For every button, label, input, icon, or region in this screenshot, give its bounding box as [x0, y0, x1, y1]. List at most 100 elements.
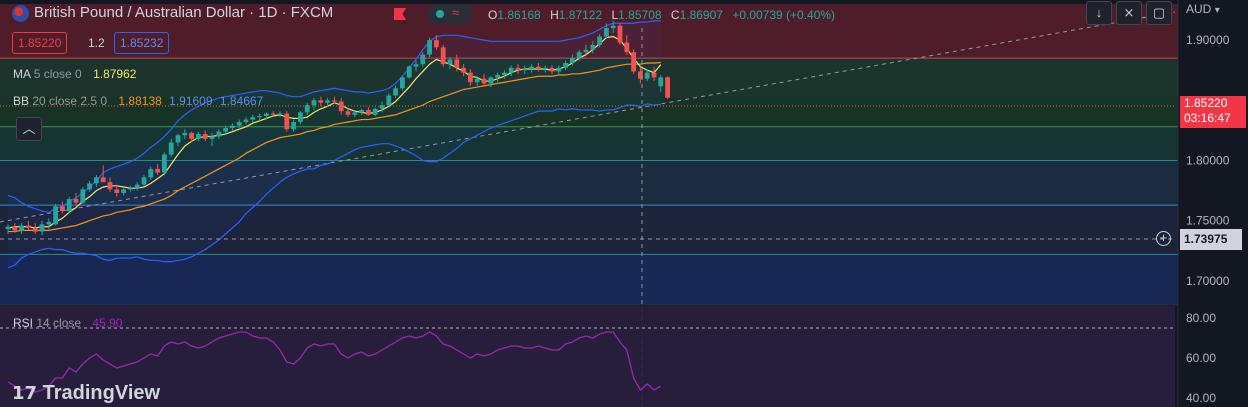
candle-body-47: [325, 100, 330, 103]
candle-body-68: [468, 72, 473, 83]
sell-button[interactable]: 1.85220: [12, 32, 68, 54]
countdown-timer: 03:16:47: [1184, 111, 1231, 125]
candle-body-96: [658, 77, 664, 87]
candle-body-76: [522, 69, 528, 71]
candle-body-87: [597, 36, 602, 45]
currency-selector[interactable]: AUD ▾: [1186, 2, 1220, 16]
candle-body-46: [318, 100, 324, 103]
rsi-legend[interactable]: RSI 14 close 45.90: [13, 316, 122, 330]
trendline[interactable]: [0, 11, 1176, 223]
candle-91: [624, 35, 630, 55]
ohlc-readout: O1.86168 H1.87122 L1.85708 C1.86907 +0.0…: [488, 8, 841, 22]
collapse-pane-button[interactable]: ⨯: [1116, 1, 1142, 25]
candle-body-63: [434, 40, 439, 48]
candle-body-37: [257, 115, 262, 118]
candle-27: [189, 131, 194, 143]
candle-63: [434, 35, 439, 50]
market-status-toggle[interactable]: ≈: [428, 4, 472, 24]
bb-label: BB: [13, 94, 30, 108]
candle-86: [590, 41, 596, 54]
close-value: 1.86907: [679, 8, 723, 22]
current-price-value: 1.85220: [1184, 96, 1228, 110]
candle-body-74: [508, 67, 514, 73]
candle-38: [264, 112, 269, 120]
bb-lower-value: 1.84667: [219, 94, 264, 108]
rsi-label: RSI: [13, 316, 34, 330]
candlesticks: [5, 20, 670, 236]
zone-band-6: [0, 254, 1178, 305]
candle-81: [556, 65, 562, 76]
ma-value: 1.87962: [93, 67, 137, 81]
candle-44: [304, 102, 310, 115]
candle-65: [447, 56, 453, 70]
candle-body-4: [32, 227, 38, 232]
candle-body-36: [250, 117, 256, 120]
candle-67: [461, 64, 466, 77]
candle-15: [107, 177, 113, 192]
symbol-title[interactable]: British Pound / Australian Dollar · 1D ·…: [34, 4, 334, 21]
maximize-button[interactable]: ▢: [1146, 1, 1172, 25]
candle-body-20: [141, 177, 147, 185]
candle-64: [440, 44, 446, 67]
change-value: +0.00739 (+0.40%): [732, 8, 836, 22]
candle-82: [563, 60, 568, 71]
candle-body-14: [100, 177, 106, 183]
horizontal-zone-bands: [0, 4, 1178, 305]
candle-84: [576, 49, 582, 61]
candle-43: [298, 111, 303, 125]
gbp-aud-flag-icon: [12, 5, 29, 22]
ma-legend[interactable]: MA 5 close 0 1.87962: [13, 67, 136, 81]
candle-body-70: [481, 78, 487, 84]
candle-70: [481, 73, 487, 86]
candle-68: [468, 69, 473, 86]
candle-71: [488, 76, 494, 88]
candle-96: [658, 74, 664, 92]
collapse-legend-button[interactable]: ︿: [16, 117, 42, 141]
candle-body-15: [107, 182, 113, 190]
bb-params: 20 close 2.5 0: [32, 94, 108, 108]
candle-body-33: [230, 125, 235, 129]
candle-body-97: [665, 77, 670, 98]
candle-body-43: [298, 112, 303, 122]
maximize-icon: ▢: [1152, 5, 1166, 20]
bollinger-bands: [7, 20, 661, 269]
candle-body-61: [420, 54, 426, 65]
candle-body-71: [488, 77, 494, 84]
candle-79: [542, 65, 548, 73]
zone-band-1: [0, 58, 1178, 98]
candle-39: [270, 111, 276, 118]
candle-0: [5, 224, 11, 234]
zone-band-3: [0, 126, 1178, 161]
market-open-dot-icon: [436, 10, 444, 18]
tradingview-logo[interactable]: 𝟭𝟳 TradingView: [12, 382, 160, 405]
candle-14: [100, 165, 106, 183]
candle-body-83: [570, 58, 575, 63]
candle-74: [508, 65, 514, 77]
candle-66: [454, 54, 460, 72]
candle-83: [570, 54, 575, 66]
high-label: H: [550, 8, 559, 22]
candle-51: [352, 109, 358, 118]
scroll-down-button[interactable]: ↓: [1086, 1, 1112, 25]
candle-61: [420, 52, 426, 67]
candle-body-64: [440, 47, 446, 65]
candle-body-73: [502, 72, 507, 76]
candle-97: [665, 76, 670, 100]
candle-body-30: [209, 136, 215, 139]
candle-body-48: [332, 100, 337, 102]
candle-18: [128, 185, 133, 192]
candle-body-0: [5, 226, 11, 230]
bb-legend[interactable]: BB 20 close 2.5 0 1.88138 1.91609 1.8466…: [13, 94, 263, 108]
low-label: L: [611, 8, 619, 22]
flag-icon[interactable]: [394, 8, 406, 20]
buy-button[interactable]: 1.85232: [114, 32, 170, 54]
plus-circle-icon[interactable]: +: [1156, 231, 1171, 246]
candle-body-67: [461, 67, 466, 73]
candle-body-78: [536, 66, 541, 70]
candle-12: [87, 180, 92, 192]
candle-body-59: [406, 66, 412, 78]
candle-54: [372, 107, 378, 116]
candle-body-95: [651, 72, 657, 78]
candle-body-6: [46, 221, 52, 225]
